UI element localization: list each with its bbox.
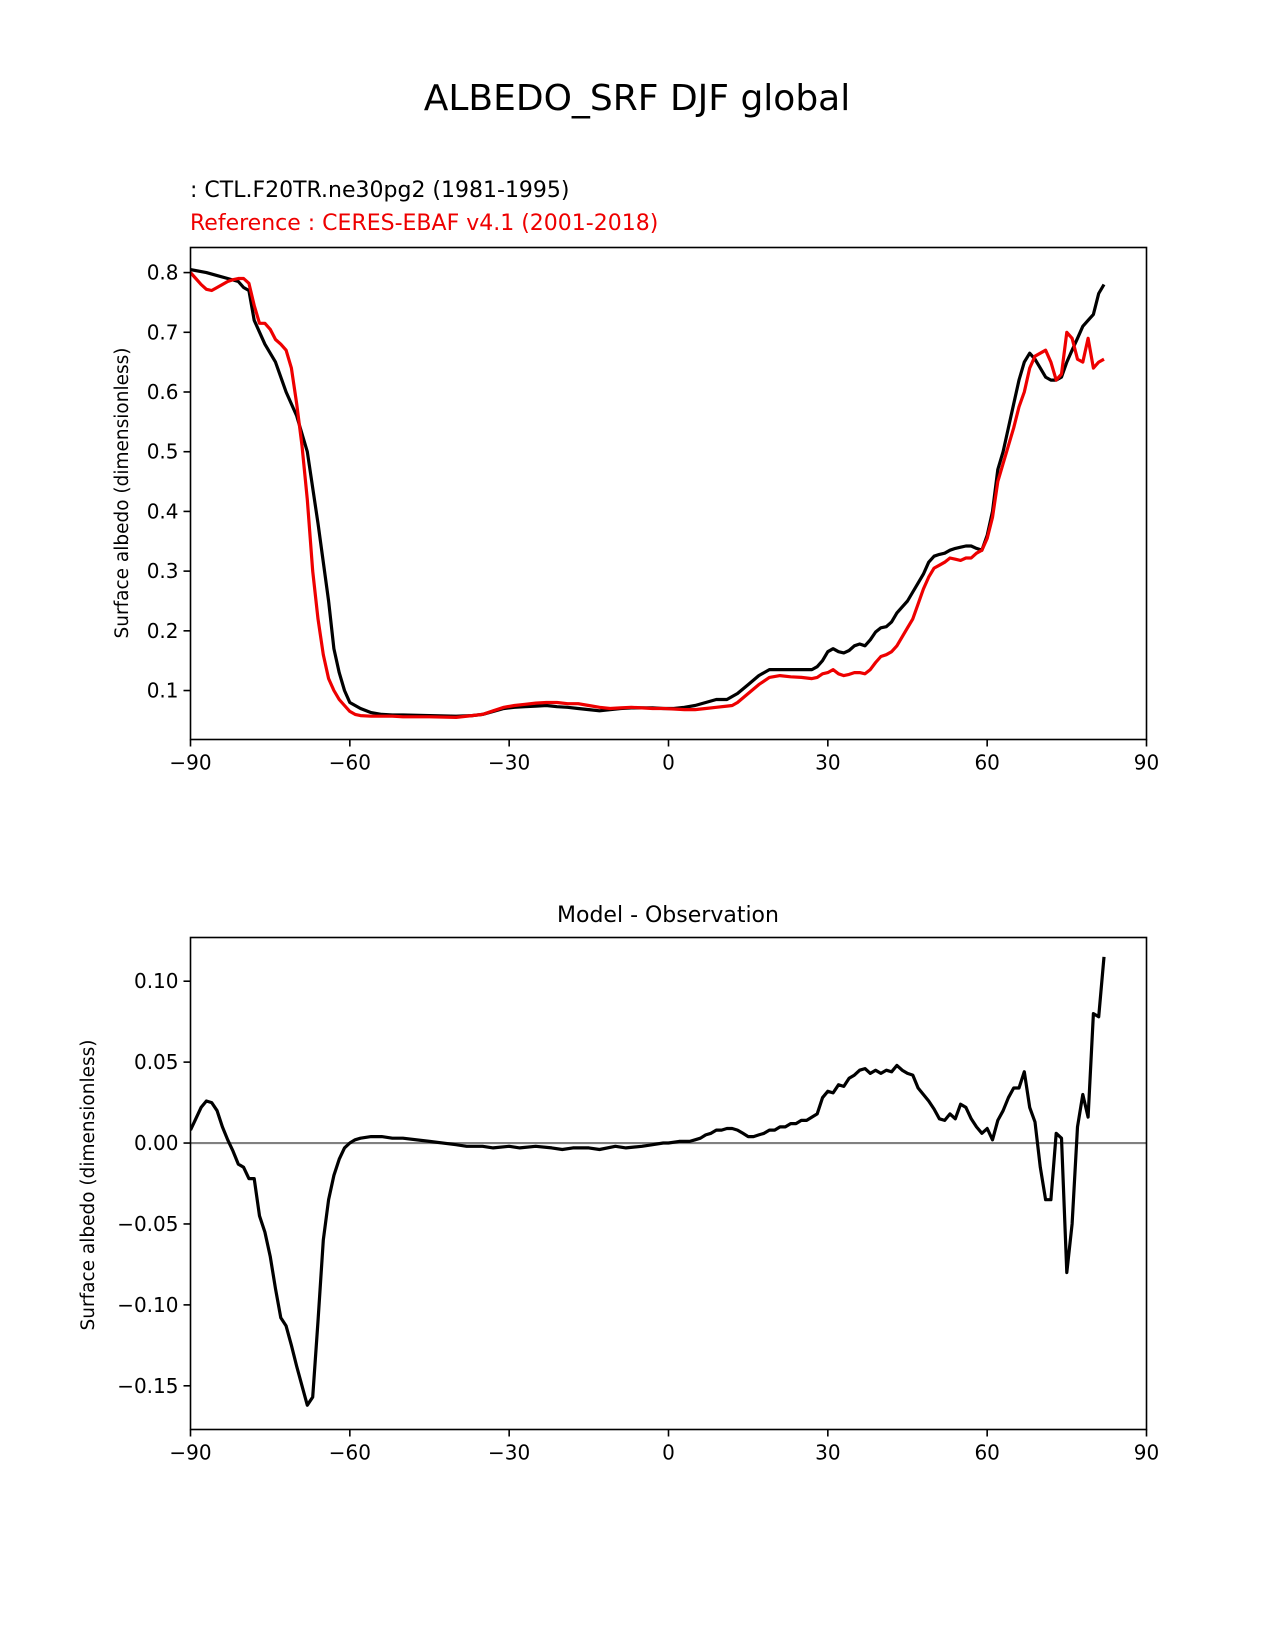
- x-tick-label: 60: [974, 1441, 999, 1465]
- series-line-1: [190, 271, 1105, 720]
- x-tick-label: −90: [169, 751, 211, 775]
- y-tick-label: 0.1: [147, 679, 179, 703]
- bottom-plot-area: −90 −60 −30 0 30 60 90 0.10 0.05 0.00 −0.05 −0.10 −0…: [117, 956, 1159, 1465]
- y-tick-label: 0.5: [147, 440, 179, 464]
- bottom-panel: Model - Observation Surface albedo (dime…: [78, 903, 1159, 1465]
- x-tick-label: 0: [662, 751, 675, 775]
- y-tick-label: 0.10: [134, 969, 179, 993]
- bottom-y-axis-label: Surface albedo (dimensionless): [78, 1040, 99, 1331]
- y-tick-label: 0.7: [147, 320, 179, 344]
- y-tick-label: −0.15: [117, 1374, 178, 1398]
- test-label: : CTL.F20TR.ne30pg2 (1981-1995): [190, 178, 570, 203]
- y-tick-label: 0.3: [147, 559, 179, 583]
- x-tick-label: 0: [662, 1441, 675, 1465]
- y-tick-label: 0.6: [147, 380, 179, 404]
- top-panel: : CTL.F20TR.ne30pg2 (1981-1995) Referenc…: [112, 178, 1159, 775]
- x-tick-label: −90: [169, 1441, 211, 1465]
- y-tick-label: 0.8: [147, 261, 179, 285]
- x-tick-label: 90: [1134, 1441, 1159, 1465]
- difference-title: Model - Observation: [557, 903, 779, 928]
- series-line-0: [190, 956, 1106, 1407]
- y-tick-label: 0.2: [147, 619, 179, 643]
- x-tick-label: 60: [974, 751, 999, 775]
- x-tick-label: 30: [815, 751, 840, 775]
- y-tick-label: 0.00: [134, 1131, 179, 1155]
- x-tick-label: −30: [488, 1441, 530, 1465]
- bottom-axes-frame: [189, 936, 1148, 1431]
- series-line-0: [190, 268, 1106, 718]
- reference-label: Reference : CERES-EBAF v4.1 (2001-2018): [190, 211, 658, 236]
- top-axes-frame: [189, 246, 1148, 741]
- y-tick-label: −0.05: [117, 1212, 178, 1236]
- y-tick-label: 0.4: [147, 499, 179, 523]
- top-plot-area: −90 −60 −30 0 30 60 90 0.1 0.2 0.3 0.4 0.5 0.6 0.7 0.8: [147, 261, 1160, 775]
- x-tick-label: −60: [329, 751, 371, 775]
- x-tick-label: 90: [1134, 751, 1159, 775]
- y-tick-label: −0.10: [117, 1293, 178, 1317]
- y-tick-label: 0.05: [134, 1050, 179, 1074]
- x-tick-label: −30: [488, 751, 530, 775]
- top-y-axis-label: Surface albedo (dimensionless): [112, 348, 133, 639]
- x-tick-label: −60: [329, 1441, 371, 1465]
- x-tick-label: 30: [815, 1441, 840, 1465]
- figure-title: ALBEDO_SRF DJF global: [424, 78, 850, 119]
